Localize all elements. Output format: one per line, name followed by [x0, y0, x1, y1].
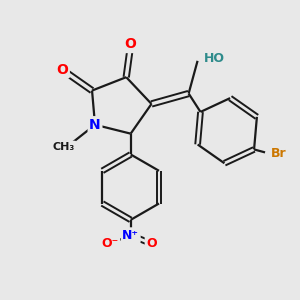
Text: O: O: [125, 38, 136, 52]
Text: N: N: [89, 118, 101, 132]
Text: O: O: [146, 237, 157, 250]
Text: Br: Br: [271, 147, 286, 161]
Text: HO: HO: [203, 52, 224, 65]
Text: O⁻: O⁻: [101, 237, 118, 250]
Text: N⁺: N⁺: [122, 229, 139, 242]
Text: CH₃: CH₃: [53, 142, 75, 152]
Text: O: O: [56, 63, 68, 77]
